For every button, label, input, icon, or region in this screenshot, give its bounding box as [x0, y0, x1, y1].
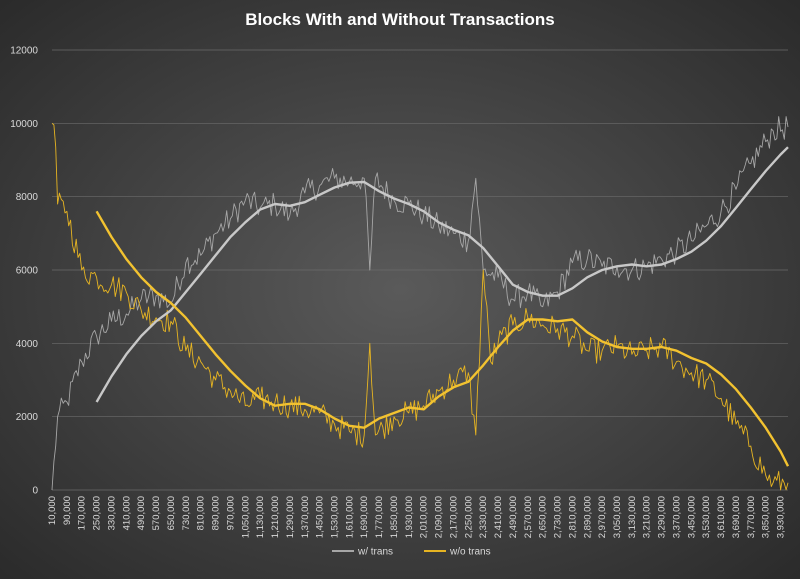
- legend-label: w/o trans: [449, 547, 491, 558]
- x-tick-label: 1,050,000: [240, 496, 251, 538]
- x-axis-ticks: 10,000 90,000 170,000 250,000 330,000 410,000…: [47, 496, 787, 538]
- x-tick-label: 3,610,000: [716, 496, 727, 538]
- x-tick-label: 890,000: [211, 496, 222, 530]
- x-tick-label: 3,690,000: [731, 496, 742, 538]
- series-layer: [51, 116, 790, 491]
- x-tick-label: 1,930,000: [404, 496, 415, 538]
- y-tick-label: 2000: [16, 412, 39, 423]
- x-tick-label: 3,770,000: [746, 496, 757, 538]
- x-tick-label: 3,290,000: [657, 496, 668, 538]
- x-tick-label: 1,770,000: [374, 496, 385, 538]
- x-tick-label: 2,730,000: [553, 496, 564, 538]
- y-tick-label: 6000: [16, 266, 39, 277]
- x-tick-label: 3,050,000: [612, 496, 623, 538]
- x-tick-label: 1,690,000: [359, 496, 370, 538]
- x-tick-label: 650,000: [166, 496, 177, 530]
- x-tick-label: 2,810,000: [567, 496, 578, 538]
- y-tick-label: 4000: [16, 339, 39, 350]
- x-tick-label: 730,000: [181, 496, 192, 530]
- x-tick-label: 1,530,000: [330, 496, 341, 538]
- x-tick-label: 2,970,000: [597, 496, 608, 538]
- x-tick-label: 410,000: [121, 496, 132, 530]
- x-tick-label: 1,850,000: [389, 496, 400, 538]
- x-tick-label: 1,370,000: [300, 496, 311, 538]
- gridlines: [52, 49, 788, 491]
- x-tick-label: 2,410,000: [493, 496, 504, 538]
- x-tick-label: 3,930,000: [776, 496, 787, 538]
- legend-label: w/ trans: [357, 547, 393, 558]
- x-tick-label: 2,650,000: [538, 496, 549, 538]
- x-tick-label: 1,290,000: [285, 496, 296, 538]
- x-tick-label: 2,090,000: [434, 496, 445, 538]
- x-tick-label: 3,130,000: [627, 496, 638, 538]
- series-line-raw: [51, 116, 789, 491]
- x-tick-label: 90,000: [62, 496, 73, 525]
- y-tick-label: 12000: [10, 46, 38, 57]
- x-tick-label: 2,490,000: [508, 496, 519, 538]
- x-tick-label: 1,610,000: [344, 496, 355, 538]
- x-tick-label: 3,210,000: [642, 496, 653, 538]
- x-tick-label: 3,370,000: [671, 496, 682, 538]
- x-tick-label: 1,450,000: [315, 496, 326, 538]
- x-tick-label: 10,000: [47, 496, 58, 525]
- y-tick-label: 0: [32, 486, 38, 497]
- x-tick-label: 2,010,000: [419, 496, 430, 538]
- x-tick-label: 490,000: [136, 496, 147, 530]
- x-tick-label: 3,850,000: [761, 496, 772, 538]
- x-tick-label: 3,450,000: [686, 496, 697, 538]
- y-tick-label: 10000: [10, 119, 38, 130]
- x-tick-label: 3,530,000: [701, 496, 712, 538]
- x-tick-label: 2,170,000: [448, 496, 459, 538]
- legend: w/ trans w/o trans: [332, 547, 491, 558]
- x-tick-label: 330,000: [106, 496, 117, 530]
- x-tick-label: 2,330,000: [478, 496, 489, 538]
- x-tick-label: 2,890,000: [582, 496, 593, 538]
- x-tick-label: 2,570,000: [523, 496, 534, 538]
- series-line-trend: [95, 146, 789, 403]
- x-tick-label: 170,000: [77, 496, 88, 530]
- y-axis-ticks: 0 2000 4000 6000 8000 10000 12000: [10, 46, 38, 497]
- x-tick-label: 2,250,000: [463, 496, 474, 538]
- x-tick-label: 970,000: [225, 496, 236, 530]
- x-tick-label: 250,000: [92, 496, 103, 530]
- x-tick-label: 810,000: [196, 496, 207, 530]
- y-tick-label: 8000: [16, 192, 39, 203]
- x-tick-label: 1,210,000: [270, 496, 281, 538]
- x-tick-label: 570,000: [151, 496, 162, 530]
- series-line-trend: [95, 210, 790, 467]
- x-tick-label: 1,130,000: [255, 496, 266, 538]
- chart-title: Blocks With and Without Transactions: [245, 10, 555, 29]
